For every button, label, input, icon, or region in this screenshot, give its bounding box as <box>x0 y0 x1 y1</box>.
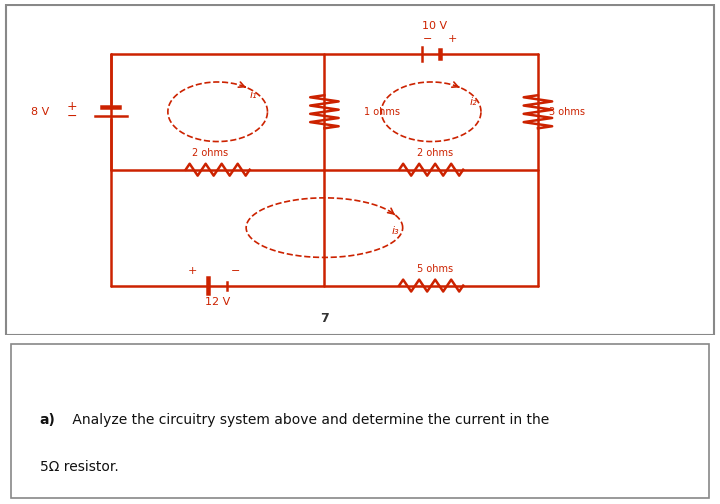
Text: 5 ohms: 5 ohms <box>417 264 453 274</box>
Text: 2 ohms: 2 ohms <box>192 149 229 158</box>
Text: 1 ohms: 1 ohms <box>364 107 400 117</box>
Text: −: − <box>66 110 77 123</box>
Text: i₂: i₂ <box>470 97 477 107</box>
Text: +: + <box>66 100 77 113</box>
Text: a): a) <box>40 413 55 427</box>
Text: −: − <box>423 34 432 44</box>
Text: i₁: i₁ <box>249 90 257 100</box>
Text: Analyze the circuitry system above and determine the current in the: Analyze the circuitry system above and d… <box>68 413 549 427</box>
Text: 8 V: 8 V <box>31 107 49 117</box>
Text: 5Ω resistor.: 5Ω resistor. <box>40 461 119 474</box>
Text: +: + <box>188 266 197 276</box>
Text: 10 V: 10 V <box>422 21 447 31</box>
Text: +: + <box>448 34 457 44</box>
Text: i₃: i₃ <box>392 226 400 236</box>
Text: 12 V: 12 V <box>205 297 230 307</box>
Text: 7: 7 <box>320 312 329 325</box>
Text: 2 ohms: 2 ohms <box>417 149 453 158</box>
Text: −: − <box>231 266 240 276</box>
Text: 3 ohms: 3 ohms <box>549 107 585 117</box>
